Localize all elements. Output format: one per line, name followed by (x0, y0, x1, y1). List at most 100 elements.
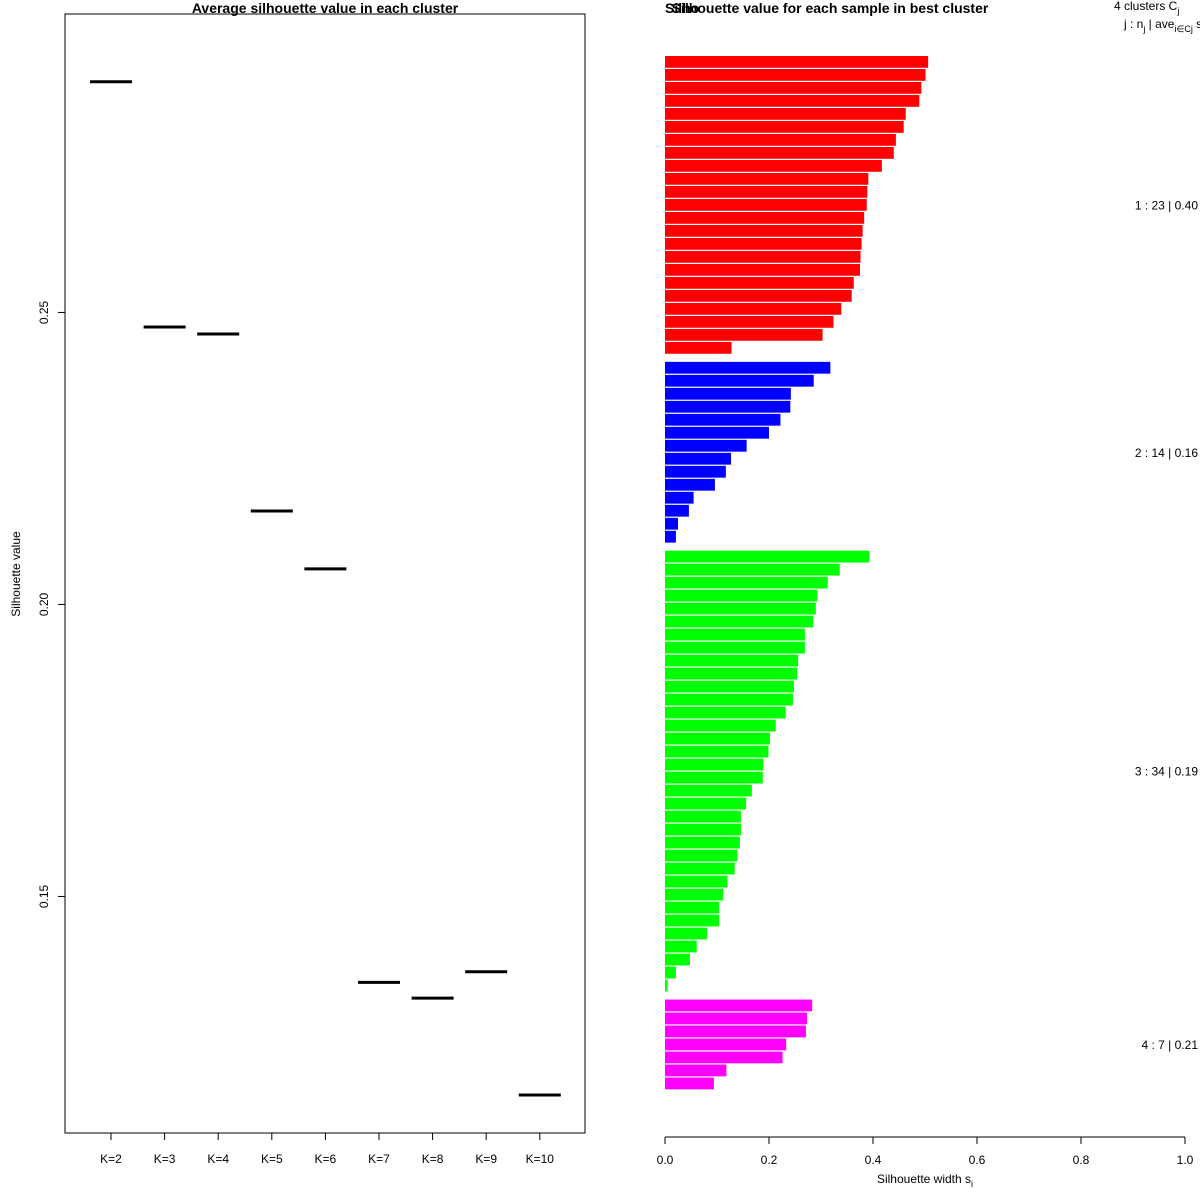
silhouette-bar (665, 250, 861, 263)
silhouette-bar (665, 1077, 714, 1090)
right-x-tick-label: 0.0 (657, 1153, 674, 1167)
cluster-summary-label: 1 : 23 | 0.40 (1135, 198, 1198, 212)
silhouette-bar (665, 159, 882, 172)
silhouette-bar (665, 888, 724, 901)
left-x-tick-label: K=3 (154, 1152, 176, 1166)
silhouette-bar (665, 901, 720, 914)
silhouette-bar (665, 589, 818, 602)
right-x-axis: 0.0 0.2 0.4 0.6 0.8 1.0 (657, 1136, 1194, 1167)
left-x-tick-label: K=10 (526, 1152, 555, 1166)
left-plot-frame (64, 13, 586, 1134)
right-chart-title: Silhouette value for each sample in best… (672, 0, 989, 16)
silhouette-bar (665, 1012, 807, 1025)
silhouette-bar (665, 328, 823, 341)
silhouette-bar (665, 576, 828, 589)
silhouette-bar (665, 927, 708, 940)
right-x-tick-label: 0.6 (969, 1153, 986, 1167)
left-y-axis: 0.15 0.20 0.25 (37, 300, 66, 908)
right-bars (665, 56, 929, 1090)
silhouette-bar (665, 1025, 806, 1038)
left-chart-title: Average silhouette value in each cluster (192, 0, 459, 16)
left-x-tick-label: K=6 (315, 1152, 337, 1166)
left-x-tick-label: K=9 (475, 1152, 497, 1166)
silhouette-bar (665, 452, 732, 465)
legend-header: 4 clusters Cj j : nj | avei∈Cj s (1114, 0, 1200, 34)
left-y-tick-label: 0.25 (37, 300, 51, 324)
left-y-axis-label: Silhouette value (9, 531, 23, 617)
silhouette-bar (665, 341, 732, 354)
legend-header-line1: 4 clusters Cj (1114, 0, 1179, 16)
cluster-summary-label: 2 : 14 | 0.16 (1135, 446, 1198, 460)
silhouette-bar (665, 654, 799, 667)
silhouette-bar (665, 999, 813, 1012)
silhouette-bar (665, 602, 816, 615)
silhouette-bar (665, 289, 852, 302)
right-chart-title-overlap: Silho (665, 0, 699, 16)
silhouette-bar (665, 276, 854, 289)
left-y-tick-label: 0.20 (37, 592, 51, 616)
silhouette-bar (665, 504, 689, 517)
silhouette-bar (665, 198, 867, 211)
silhouette-bar (665, 680, 794, 693)
silhouette-bar (665, 56, 929, 68)
silhouette-bar (665, 146, 894, 159)
silhouette-bar (665, 953, 690, 966)
silhouette-bar (665, 563, 840, 576)
right-x-tick-label: 0.8 (1073, 1153, 1090, 1167)
silhouette-bar (665, 667, 798, 680)
silhouette-bar (665, 465, 726, 478)
silhouette-bar (665, 120, 904, 133)
silhouette-bar (665, 940, 697, 953)
silhouette-bar (665, 361, 831, 374)
left-x-tick-label: K=7 (368, 1152, 390, 1166)
silhouette-bar (665, 875, 728, 888)
silhouette-bar (665, 784, 752, 797)
right-x-axis-label: Silhouette width si (877, 1172, 973, 1189)
silhouette-bar (665, 374, 814, 387)
silhouette-bar (665, 823, 741, 836)
silhouette-bar (665, 966, 676, 979)
left-y-tick-label: 0.15 (37, 884, 51, 908)
silhouette-bar (665, 107, 906, 120)
silhouette-bar (665, 211, 865, 224)
silhouette-bar (665, 771, 763, 784)
silhouette-bar (665, 172, 869, 185)
silhouette-bar (665, 302, 842, 315)
right-panel: Silho Silhouette value for each sample i… (657, 0, 1200, 1189)
silhouette-bar (665, 693, 793, 706)
silhouette-bar (665, 862, 735, 875)
silhouette-bar (665, 641, 805, 654)
left-x-tick-label: K=5 (261, 1152, 283, 1166)
silhouette-bar (665, 1038, 787, 1051)
cluster-summary-label: 3 : 34 | 0.19 (1135, 765, 1198, 779)
silhouette-bar (665, 478, 715, 491)
cluster-summary-labels: 1 : 23 | 0.40 2 : 14 | 0.16 3 : 34 | 0.19 4… (1135, 198, 1198, 1052)
silhouette-bar (665, 81, 922, 94)
silhouette-bar (665, 68, 926, 81)
silhouette-bar (665, 400, 791, 413)
silhouette-bar (665, 745, 769, 758)
silhouette-bar (665, 491, 694, 504)
silhouette-bar (665, 530, 676, 543)
silhouette-bar (665, 550, 870, 563)
right-x-tick-label: 1.0 (1177, 1153, 1194, 1167)
right-x-tick-label: 0.4 (865, 1153, 882, 1167)
left-series-marks (90, 80, 561, 1097)
silhouette-bar (665, 836, 740, 849)
right-x-tick-label: 0.2 (761, 1153, 778, 1167)
silhouette-bar (665, 94, 920, 107)
silhouette-bar (665, 439, 747, 452)
left-x-tick-label: K=4 (207, 1152, 229, 1166)
left-x-tick-label: K=8 (422, 1152, 444, 1166)
silhouette-bar (665, 263, 860, 276)
left-x-tick-label: K=2 (100, 1152, 122, 1166)
silhouette-bar (665, 706, 786, 719)
silhouette-bar (665, 185, 868, 198)
silhouette-bar (665, 1064, 727, 1077)
silhouette-bar (665, 810, 741, 823)
silhouette-bar (665, 1051, 783, 1064)
silhouette-bar (665, 979, 668, 992)
left-panel: Average silhouette value in each cluster… (9, 0, 586, 1166)
silhouette-bar (665, 387, 791, 400)
